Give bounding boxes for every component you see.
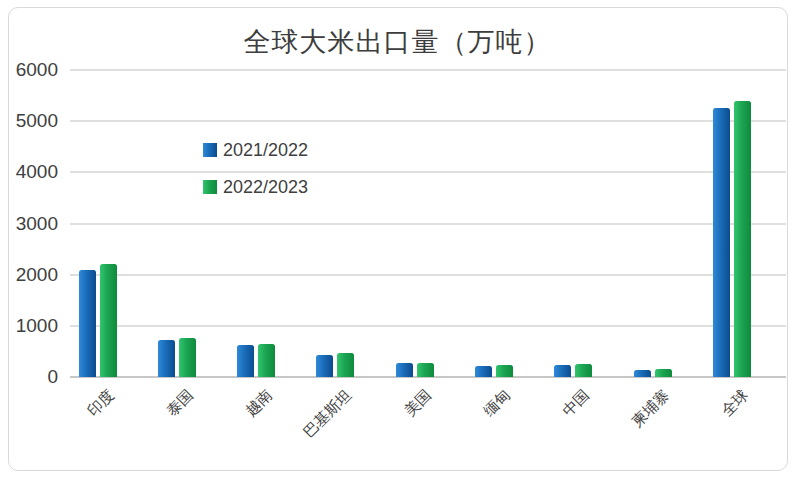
- legend-swatch-green-icon: [203, 180, 217, 194]
- plot-area: [70, 70, 786, 377]
- bar-series1-cat6: [475, 366, 492, 377]
- gridline: [70, 223, 786, 225]
- bar-series2-cat4: [337, 353, 354, 377]
- y-axis-tick-label: 3000: [6, 213, 58, 235]
- bar-series1-cat9: [713, 108, 730, 377]
- legend-label: 2021/2022: [223, 140, 308, 161]
- gridline: [70, 325, 786, 327]
- legend-item-2021-2022[interactable]: 2021/2022: [203, 140, 353, 160]
- y-axis-tick-label: 0: [6, 366, 58, 388]
- bar-series1-cat8: [634, 370, 651, 377]
- bar-series1-cat2: [158, 340, 175, 377]
- bar-series2-cat8: [655, 369, 672, 377]
- y-axis-tick-label: 2000: [6, 264, 58, 286]
- chart-title: 全球大米出口量（万吨）: [0, 24, 795, 60]
- bar-series2-cat6: [496, 365, 513, 377]
- bar-series2-cat9: [734, 101, 751, 377]
- bar-series2-cat3: [258, 344, 275, 377]
- legend: 2021/2022 2022/2023: [203, 140, 353, 214]
- y-axis-tick-label: 1000: [6, 315, 58, 337]
- gridline: [70, 274, 786, 276]
- bar-series1-cat1: [79, 270, 96, 377]
- bar-series2-cat7: [575, 364, 592, 377]
- y-axis-tick-label: 5000: [6, 110, 58, 132]
- y-axis-tick-label: 4000: [6, 161, 58, 183]
- gridline: [70, 120, 786, 122]
- bar-series1-cat3: [237, 345, 254, 377]
- bar-series1-cat4: [316, 355, 333, 378]
- bar-series2-cat2: [179, 338, 196, 377]
- bar-series1-cat7: [554, 365, 571, 377]
- gridline: [70, 69, 786, 71]
- bar-series1-cat5: [396, 363, 413, 377]
- legend-label: 2022/2023: [223, 177, 308, 198]
- gridline: [70, 171, 786, 173]
- bar-series2-cat5: [417, 363, 434, 377]
- legend-swatch-blue-icon: [203, 143, 217, 157]
- legend-item-2022-2023[interactable]: 2022/2023: [203, 177, 353, 197]
- bar-series2-cat1: [100, 264, 117, 377]
- y-axis-tick-label: 6000: [6, 59, 58, 81]
